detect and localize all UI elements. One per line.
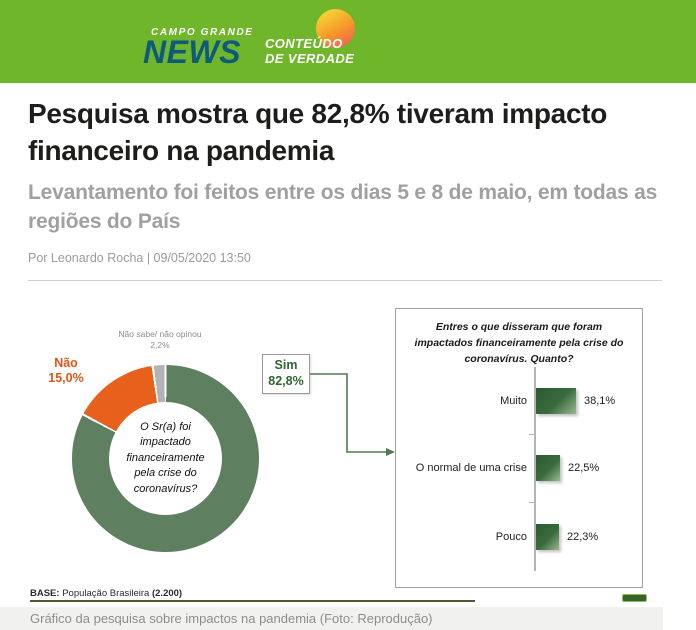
base-note-label: BASE: xyxy=(30,588,60,599)
bar-row: O normal de uma crise 22,5% xyxy=(396,455,644,481)
sun-logo-icon xyxy=(316,9,355,48)
bar-rect xyxy=(536,455,560,481)
bar-category-label: Muito xyxy=(500,395,527,407)
article-header: Pesquisa mostra que 82,8% tiveram impact… xyxy=(28,83,662,281)
label-nao-name: Não xyxy=(54,356,78,370)
site-banner: CAMPO GRANDE NEWS CONTEÚDO DE VERDADE xyxy=(0,0,696,83)
brand-main-text: NEWS xyxy=(143,34,241,70)
article-byline: Por Leonardo Rocha | 09/05/2020 13:50 xyxy=(28,251,251,265)
article-headline: Pesquisa mostra que 82,8% tiveram impact… xyxy=(28,98,608,166)
tagline-line2: DE VERDADE xyxy=(265,51,355,66)
base-note-text: População Brasileira xyxy=(62,588,150,599)
label-nao-sabe-name: Não sabe/ não opinou xyxy=(118,329,202,339)
donut-center: O Sr(a) foi impactado financeiramente pe… xyxy=(109,402,222,515)
label-nao-sabe: Não sabe/ não opinou 2,2% xyxy=(115,329,205,351)
base-note-count: (2.200) xyxy=(151,588,183,599)
bar-value-label: 38,1% xyxy=(584,395,616,407)
image-caption-bar: Gráfico da pesquisa sobre impactos na pa… xyxy=(0,607,663,630)
sim-callout-box: Sim 82,8% xyxy=(262,354,310,394)
donut-chart: O Sr(a) foi impactado financeiramente pe… xyxy=(72,365,259,552)
bar-chart-axis xyxy=(534,367,536,571)
label-nao-value: 15,0% xyxy=(48,371,84,385)
connector-arrow-icon xyxy=(310,373,395,456)
bar-category-label: O normal de uma crise xyxy=(415,462,527,474)
label-nao-sabe-value: 2,2% xyxy=(150,340,170,351)
bar-rect xyxy=(536,388,576,414)
survey-infographic: O Sr(a) foi impactado financeiramente pe… xyxy=(0,300,696,630)
bar-row: Muito 38,1% xyxy=(396,388,644,414)
bar-chart-panel: Entres o que disseram que foram impactad… xyxy=(395,308,643,588)
bar-category-label: Pouco xyxy=(495,531,527,543)
base-note: BASE: População Brasileira (2.200) xyxy=(30,588,182,599)
bar-row: Pouco 22,3% xyxy=(396,524,644,550)
axis-tick xyxy=(529,502,534,503)
axis-tick xyxy=(529,434,534,435)
donut-question-text: O Sr(a) foi impactado financeiramente pe… xyxy=(126,421,205,495)
bar-value-label: 22,3% xyxy=(567,531,599,543)
bar-chart-title: Entres o que disseram que foram impactad… xyxy=(414,321,624,365)
image-caption: Gráfico da pesquisa sobre impactos na pa… xyxy=(30,611,433,626)
divider-line xyxy=(28,280,662,281)
bar-rect xyxy=(536,524,559,550)
sim-value: 82,8% xyxy=(268,374,304,388)
brand-tagline: CONTEÚDO DE VERDADE xyxy=(265,36,354,66)
brand-top-text: CAMPO GRANDE xyxy=(151,27,254,38)
base-underline xyxy=(30,600,475,602)
green-chip xyxy=(622,594,647,602)
article-subheadline: Levantamento foi feitos entre os dias 5 … xyxy=(28,181,658,233)
label-nao: Não 15,0% xyxy=(33,356,99,386)
sim-name: Sim xyxy=(274,358,298,373)
bar-value-label: 22,5% xyxy=(568,462,600,474)
tagline-line1: CONTEÚDO xyxy=(265,36,343,51)
